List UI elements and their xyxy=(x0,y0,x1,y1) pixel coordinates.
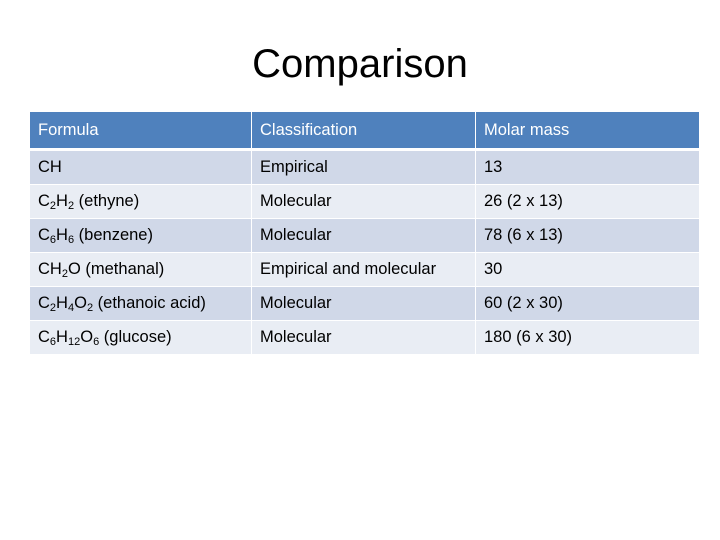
molar-mass-cell: 60 (2 x 30) xyxy=(475,286,700,321)
formula-text: (benzene) xyxy=(74,226,153,244)
header-classification: Classification xyxy=(251,111,476,151)
classification-cell: Molecular xyxy=(251,184,476,219)
formula-text: O xyxy=(74,294,87,312)
table-row: CH Empirical 13 xyxy=(29,149,700,185)
formula-text: H xyxy=(56,226,68,244)
table-row: C6H12O6 (glucose) Molecular 180 (6 x 30) xyxy=(29,320,700,355)
header-molar-mass: Molar mass xyxy=(475,111,700,151)
molar-mass-cell: 13 xyxy=(475,149,700,185)
formula-cell: C6H12O6 (glucose) xyxy=(29,320,252,355)
molar-mass-cell: 78 (6 x 13) xyxy=(475,218,700,253)
classification-cell: Molecular xyxy=(251,218,476,253)
classification-cell: Empirical xyxy=(251,149,476,185)
formula-text: O xyxy=(80,328,94,346)
classification-cell: Empirical and molecular xyxy=(251,252,476,287)
formula-subscript: 2 xyxy=(67,200,75,212)
classification-cell: Molecular xyxy=(251,320,476,355)
formula-text: C xyxy=(38,294,50,312)
formula-cell: C2H2 (ethyne) xyxy=(29,184,252,219)
table-row: CH2O (methanal) Empirical and molecular 30 xyxy=(29,252,700,287)
formula-text: H xyxy=(56,328,68,346)
table-row: C6H6 (benzene) Molecular 78 (6 x 13) xyxy=(29,218,700,253)
formula-text: CH xyxy=(38,158,62,176)
formula-text: H xyxy=(56,294,68,312)
molar-mass-cell: 30 xyxy=(475,252,700,287)
formula-subscript: 2 xyxy=(86,302,94,314)
formula-cell: CH xyxy=(29,149,252,185)
formula-subscript: 2 xyxy=(49,200,57,212)
formula-subscript: 2 xyxy=(61,268,68,280)
formula-subscript: 6 xyxy=(49,336,57,348)
header-formula: Formula xyxy=(29,111,252,151)
table-body: CH Empirical 13 C2H2 (ethyne) Molecular 26 (2… xyxy=(29,149,700,355)
comparison-table: Formula Classification Molar mass CH Empi… xyxy=(29,111,700,355)
formula-text: CH xyxy=(38,260,62,278)
classification-cell: Molecular xyxy=(251,286,476,321)
formula-subscript: 4 xyxy=(67,302,75,314)
formula-subscript: 12 xyxy=(67,336,81,348)
formula-text: (ethanoic acid) xyxy=(93,294,206,312)
formula-subscript: 6 xyxy=(49,234,57,246)
formula-text: O (methanal) xyxy=(67,260,165,278)
formula-subscript: 2 xyxy=(49,302,57,314)
molar-mass-cell: 26 (2 x 13) xyxy=(475,184,700,219)
formula-subscript: 6 xyxy=(93,336,100,348)
formula-text: (glucose) xyxy=(99,328,172,346)
molar-mass-cell: 180 (6 x 30) xyxy=(475,320,700,355)
formula-text: C xyxy=(38,226,50,244)
formula-subscript: 6 xyxy=(67,234,75,246)
formula-text: (ethyne) xyxy=(74,192,140,210)
formula-cell: C2H4O2 (ethanoic acid) xyxy=(29,286,252,321)
formula-cell: C6H6 (benzene) xyxy=(29,218,252,253)
table-row: C2H4O2 (ethanoic acid) Molecular 60 (2 x 3… xyxy=(29,286,700,321)
table-row: C2H2 (ethyne) Molecular 26 (2 x 13) xyxy=(29,184,700,219)
formula-text: H xyxy=(56,192,68,210)
slide-title: Comparison xyxy=(252,42,468,86)
formula-text: C xyxy=(38,328,50,346)
formula-text: C xyxy=(38,192,50,210)
table-header-row: Formula Classification Molar mass xyxy=(29,111,700,151)
formula-cell: CH2O (methanal) xyxy=(29,252,252,287)
